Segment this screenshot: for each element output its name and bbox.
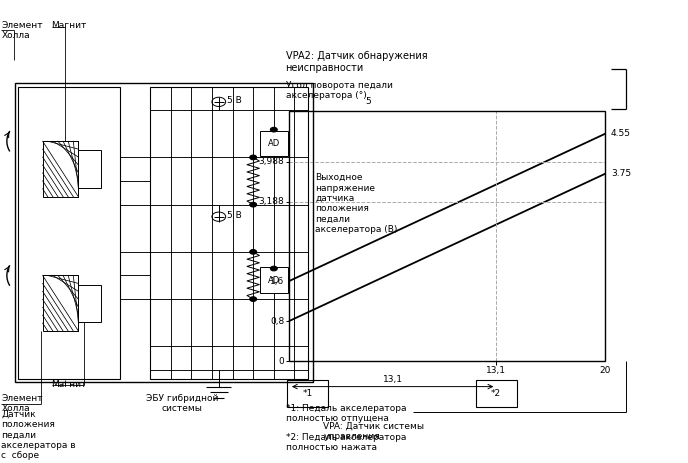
Circle shape bbox=[250, 250, 257, 254]
Text: 5: 5 bbox=[365, 97, 371, 106]
Text: Магнит: Магнит bbox=[52, 380, 87, 388]
Bar bbox=[43, 141, 78, 197]
Bar bbox=[43, 275, 78, 331]
Text: 0,8: 0,8 bbox=[270, 317, 284, 325]
Bar bbox=[78, 285, 101, 322]
Text: 3,988: 3,988 bbox=[259, 157, 284, 166]
Circle shape bbox=[250, 202, 257, 207]
Circle shape bbox=[250, 297, 257, 301]
Circle shape bbox=[270, 266, 277, 271]
Circle shape bbox=[250, 155, 257, 160]
Text: 0: 0 bbox=[279, 357, 284, 366]
Text: VPA2: Датчик обнаружения
неисправности: VPA2: Датчик обнаружения неисправности bbox=[286, 51, 427, 73]
Text: 3,188: 3,188 bbox=[259, 197, 284, 206]
Text: *2: *2 bbox=[491, 389, 502, 398]
Text: AD: AD bbox=[268, 139, 280, 148]
Text: Элемент
Холла: Элемент Холла bbox=[1, 21, 43, 40]
Text: 13,1: 13,1 bbox=[486, 366, 506, 375]
Bar bbox=[15, 83, 313, 382]
Text: AD: AD bbox=[268, 275, 280, 285]
Bar bbox=[289, 111, 605, 361]
Bar bbox=[150, 87, 308, 379]
Bar bbox=[475, 380, 517, 407]
Bar bbox=[260, 267, 288, 293]
Bar bbox=[78, 150, 101, 188]
Bar bbox=[287, 380, 328, 407]
Text: ЭБУ гибридной
системы: ЭБУ гибридной системы bbox=[146, 394, 219, 413]
Text: Датчик
положения
педали
акселератора в
с  сборе: Датчик положения педали акселератора в с… bbox=[1, 410, 76, 460]
Bar bbox=[260, 131, 288, 156]
Text: Выходное
напряжение
датчика
положения
педали
акселератора (В): Выходное напряжение датчика положения пе… bbox=[315, 173, 398, 234]
Text: 5 В: 5 В bbox=[227, 96, 241, 106]
Text: *1: Педаль акселератора
полностью отпущена: *1: Педаль акселератора полностью отпуще… bbox=[286, 404, 406, 423]
Text: 4.55: 4.55 bbox=[611, 129, 631, 138]
Text: VPA: Датчик системы
управления: VPA: Датчик системы управления bbox=[323, 421, 424, 441]
Text: Элемент
Холла: Элемент Холла bbox=[1, 394, 43, 413]
Text: 3.75: 3.75 bbox=[611, 169, 631, 178]
Circle shape bbox=[270, 127, 277, 132]
Text: 5 В: 5 В bbox=[227, 211, 241, 220]
Text: 1,6: 1,6 bbox=[270, 276, 284, 286]
Bar bbox=[18, 87, 120, 379]
Text: *2: Педаль акселератора
полностью нажата: *2: Педаль акселератора полностью нажата bbox=[286, 433, 406, 452]
Text: Магнит: Магнит bbox=[52, 21, 87, 30]
Text: 13,1: 13,1 bbox=[383, 375, 402, 384]
Text: *1: *1 bbox=[303, 389, 312, 398]
Text: Угол поворота педали
акселератора (°): Угол поворота педали акселератора (°) bbox=[286, 81, 392, 100]
Text: 20: 20 bbox=[600, 366, 611, 375]
